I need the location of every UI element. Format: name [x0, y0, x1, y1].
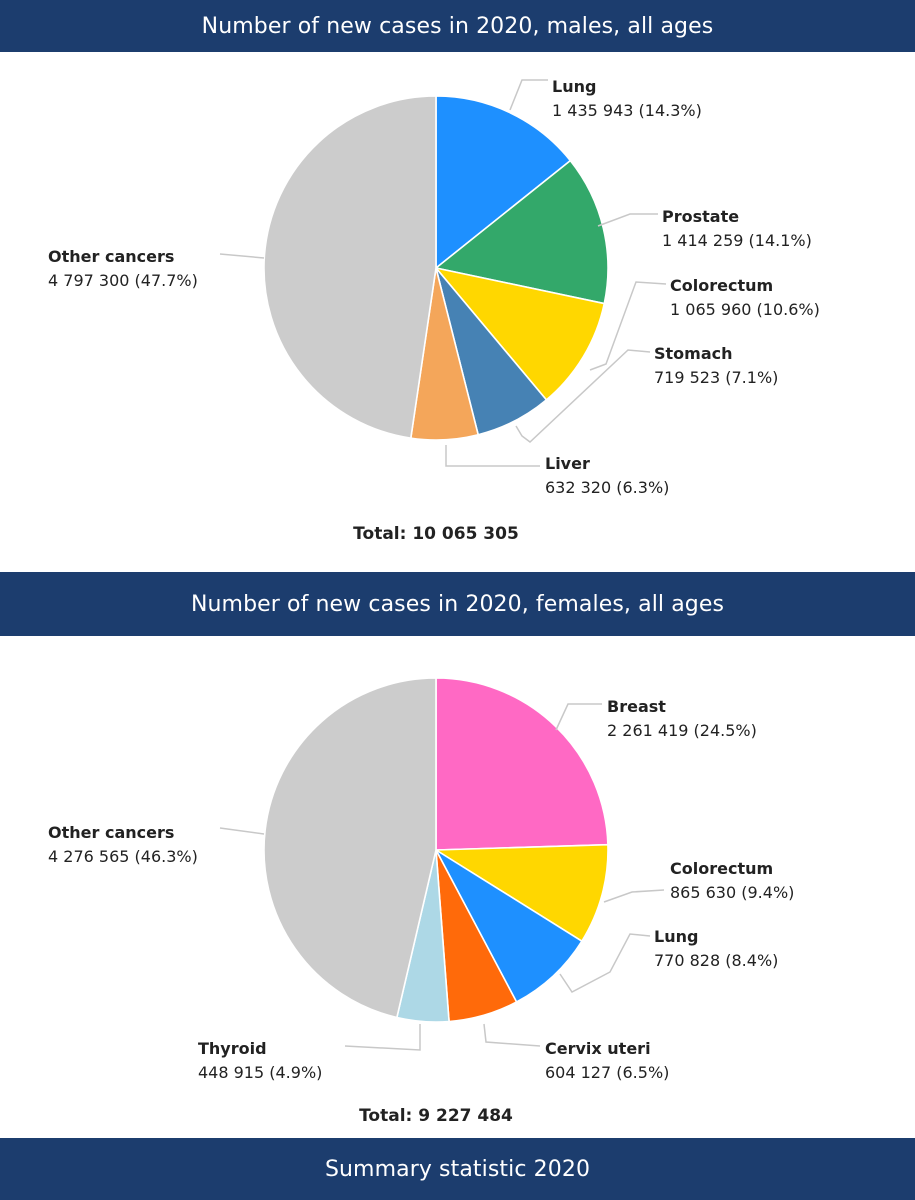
slice-name: Other cancers: [48, 823, 174, 842]
slice-name: Liver: [545, 454, 590, 473]
leader-line-breast: [555, 703, 602, 731]
slice-value: 1 065 960 (10.6%): [670, 300, 820, 319]
leader-line-lung: [509, 79, 548, 111]
slice-value: 719 523 (7.1%): [654, 368, 778, 387]
slice-name: Prostate: [662, 207, 739, 226]
leader-line-liver: [445, 445, 540, 467]
chart-total: Total: 9 227 484: [359, 1106, 513, 1126]
slice-value: 1 435 943 (14.3%): [552, 101, 702, 120]
males-pie-chart: Lung 1 435 943 (14.3%) Prostate 1 414 259 (…: [48, 77, 820, 544]
slice-label-other-cancers: Other cancers 4 276 565 (46.3%): [48, 823, 198, 866]
leader-line-other-cancers: [219, 253, 265, 259]
slice-value: 4 797 300 (47.7%): [48, 271, 198, 290]
slice-label-lung: Lung 1 435 943 (14.3%): [552, 77, 702, 120]
slice-label-liver: Liver 632 320 (6.3%): [545, 454, 669, 497]
slice-label-colorectum: Colorectum 1 065 960 (10.6%): [670, 276, 820, 319]
slice-name: Lung: [552, 77, 596, 96]
slice-name: Lung: [654, 927, 698, 946]
slice-name: Colorectum: [670, 276, 773, 295]
slice-value: 604 127 (6.5%): [545, 1063, 669, 1082]
slice-value: 1 414 259 (14.1%): [662, 231, 812, 250]
slice-name: Breast: [607, 697, 666, 716]
females-pie-chart: Breast 2 261 419 (24.5%) Colorectum 865 630…: [48, 677, 794, 1126]
slice-value: 632 320 (6.3%): [545, 478, 669, 497]
slice-value: 770 828 (8.4%): [654, 951, 778, 970]
slice-value: 2 261 419 (24.5%): [607, 721, 757, 740]
slice-label-stomach: Stomach 719 523 (7.1%): [654, 344, 778, 387]
summary-statistic-header: Summary statistic 2020: [0, 1138, 915, 1200]
leader-line-cervix-uteri: [483, 1023, 541, 1047]
pie-slice-lung: [435, 95, 572, 269]
slice-label-other-cancers: Other cancers 4 797 300 (47.7%): [48, 247, 198, 290]
pie-slice-colorectum: [435, 267, 606, 401]
slice-value: 865 630 (9.4%): [670, 883, 794, 902]
slice-value: 448 915 (4.9%): [198, 1063, 322, 1082]
pie-slice-prostate: [435, 159, 609, 305]
slice-label-thyroid: Thyroid 448 915 (4.9%): [198, 1039, 322, 1082]
slice-value: 4 276 565 (46.3%): [48, 847, 198, 866]
pie-slice-colorectum: [435, 843, 609, 942]
males-chart-title: Number of new cases in 2020, males, all …: [0, 0, 915, 52]
slice-label-lung: Lung 770 828 (8.4%): [654, 927, 778, 970]
pie-slice-other-cancers: [263, 95, 437, 439]
slice-label-prostate: Prostate 1 414 259 (14.1%): [662, 207, 812, 250]
slice-name: Stomach: [654, 344, 733, 363]
pie-slice-lung: [435, 849, 583, 1003]
chart-total: Total: 10 065 305: [353, 524, 519, 544]
slice-label-colorectum: Colorectum 865 630 (9.4%): [670, 859, 794, 902]
pie-slice-other-cancers: [263, 677, 437, 1019]
leader-line-colorectum: [589, 281, 667, 371]
leader-line-other-cancers: [219, 827, 265, 835]
leader-line-lung: [559, 933, 651, 993]
leader-line-colorectum: [603, 889, 665, 903]
slice-name: Cervix uteri: [545, 1039, 651, 1058]
slice-name: Colorectum: [670, 859, 773, 878]
pie-slice-breast: [435, 677, 609, 851]
slice-name: Thyroid: [198, 1039, 267, 1058]
slice-name: Other cancers: [48, 247, 174, 266]
leader-line-thyroid: [344, 1024, 421, 1051]
leader-line-stomach: [515, 349, 651, 443]
leader-line-prostate: [597, 213, 658, 227]
slice-label-breast: Breast 2 261 419 (24.5%): [607, 697, 757, 740]
females-chart-title: Number of new cases in 2020, females, al…: [0, 572, 915, 636]
slice-label-cervix-uteri: Cervix uteri 604 127 (6.5%): [545, 1039, 669, 1082]
